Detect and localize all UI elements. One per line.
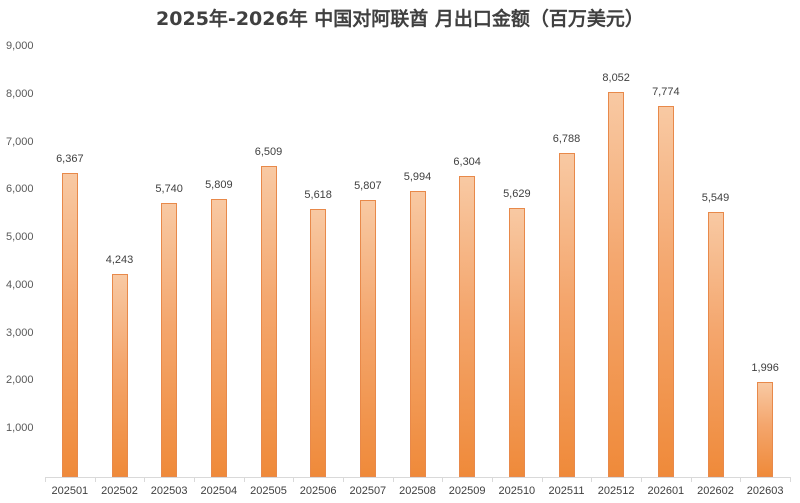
- x-tick-label: 202601: [647, 485, 685, 497]
- x-tick-label: 202501: [51, 485, 89, 497]
- value-label: 6,304: [453, 155, 481, 168]
- x-tick-label: 202507: [349, 485, 387, 497]
- x-tick-mark: [94, 477, 96, 482]
- x-tick-label: 202508: [399, 485, 436, 497]
- chart-title: 2025年-2026年 中国对阿联酋 月出口金额（百万美元）: [156, 8, 644, 30]
- x-tick-label: 202509: [448, 485, 486, 497]
- x-tick-label: 202503: [150, 485, 188, 497]
- x-tick-mark: [243, 477, 245, 482]
- x-tick-mark: [392, 477, 394, 482]
- bar-202602[interactable]: [707, 211, 724, 477]
- bar-202511[interactable]: [558, 152, 575, 477]
- bar-202512[interactable]: [608, 92, 625, 477]
- value-label: 7,774: [652, 85, 680, 98]
- value-label: 6,509: [254, 146, 283, 158]
- y-tick-label: 5,000: [6, 231, 34, 244]
- x-tick-mark: [790, 477, 791, 482]
- bar-202507[interactable]: [359, 199, 376, 477]
- bar-202504[interactable]: [210, 199, 227, 477]
- x-tick-mark: [591, 477, 593, 482]
- x-tick-mark: [641, 477, 642, 482]
- bar-202601[interactable]: [657, 105, 674, 477]
- x-tick-mark: [293, 477, 295, 482]
- y-tick-label: 9,000: [6, 40, 34, 52]
- bar-202510[interactable]: [508, 208, 525, 477]
- bar-202505[interactable]: [260, 166, 277, 477]
- x-tick-mark: [492, 477, 493, 482]
- y-tick-label: 4,000: [6, 278, 34, 291]
- x-tick-mark: [690, 477, 692, 482]
- x-tick-mark: [442, 477, 444, 482]
- x-tick-label: 202512: [597, 485, 635, 497]
- x-tick-mark: [144, 477, 146, 482]
- x-tick-mark: [343, 477, 344, 482]
- value-label: 6,367: [56, 152, 84, 165]
- bar-202509[interactable]: [459, 175, 476, 477]
- bar-202503[interactable]: [161, 202, 178, 477]
- bar-202502[interactable]: [111, 274, 128, 477]
- bar-202501[interactable]: [61, 172, 78, 477]
- value-label: 8,052: [602, 72, 630, 85]
- x-tick-mark: [194, 477, 195, 482]
- y-tick-label: 6,000: [6, 183, 34, 196]
- y-tick-label: 8,000: [6, 87, 34, 100]
- value-label: 1,996: [751, 361, 779, 374]
- value-label: 4,243: [105, 254, 134, 267]
- bar-202603[interactable]: [757, 381, 774, 477]
- x-tick-label: 202504: [200, 485, 238, 497]
- x-tick-label: 202603: [746, 485, 784, 497]
- y-tick-label: 1,000: [6, 422, 34, 435]
- value-label: 5,807: [354, 179, 382, 192]
- x-tick-label: 202511: [548, 485, 585, 497]
- value-label: 6,788: [552, 132, 581, 145]
- x-tick-mark: [45, 477, 46, 482]
- y-tick-label: 2,000: [6, 374, 34, 387]
- y-tick-label: 3,000: [6, 326, 34, 339]
- bar-202506[interactable]: [310, 208, 327, 477]
- x-tick-label: 202506: [299, 485, 337, 497]
- x-tick-mark: [740, 477, 742, 482]
- x-tick-label: 202502: [101, 485, 138, 497]
- bar-202508[interactable]: [409, 190, 426, 477]
- x-tick-label: 202602: [697, 485, 734, 497]
- value-label: 5,629: [503, 188, 531, 201]
- value-label: 5,618: [304, 188, 332, 201]
- x-tick-label: 202505: [250, 485, 287, 497]
- x-axis-line: [45, 477, 790, 478]
- value-label: 5,549: [701, 191, 730, 204]
- y-tick-label: 7,000: [6, 135, 34, 148]
- x-tick-label: 202510: [498, 485, 536, 497]
- x-tick-mark: [541, 477, 543, 482]
- value-label: 5,809: [205, 179, 233, 192]
- value-label: 5,740: [155, 182, 183, 195]
- value-label: 5,994: [403, 170, 432, 183]
